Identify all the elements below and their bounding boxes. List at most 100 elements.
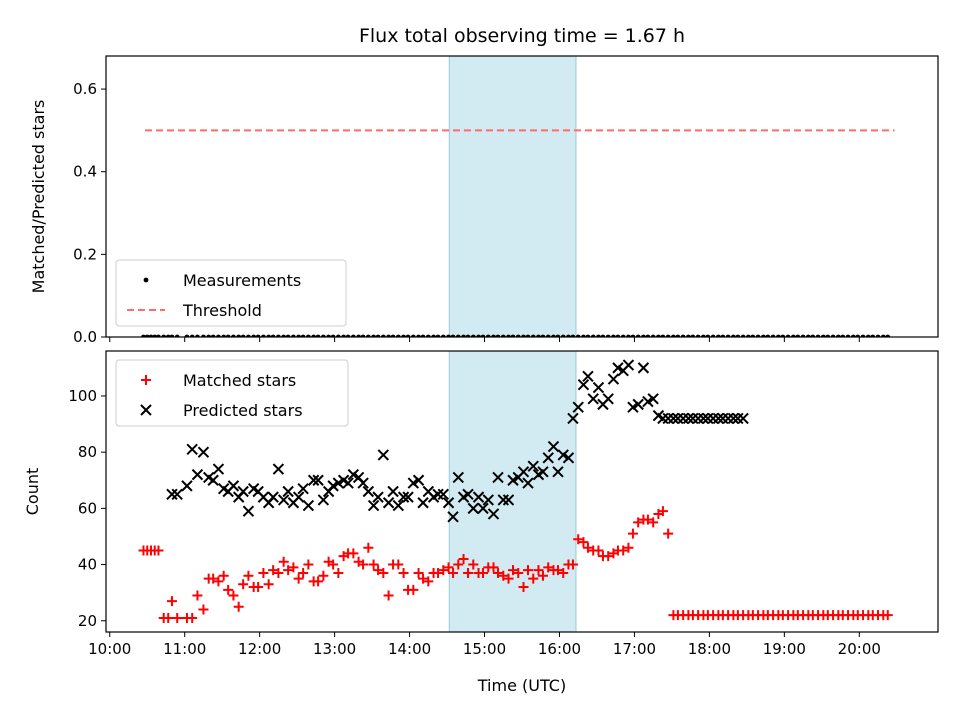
predicted-stars-point: [632, 398, 644, 411]
chart-title: Flux total observing time = 1.67 h: [359, 25, 685, 47]
matched-stars-point: [383, 590, 394, 601]
predicted-stars-point: [712, 412, 725, 425]
matched-stars-point: [537, 570, 548, 581]
y-tick-label: 0.2: [73, 245, 97, 263]
predicted-stars-point: [707, 412, 719, 425]
y-tick-label: 80: [78, 443, 97, 461]
matched-stars-point: [283, 565, 294, 576]
predicted-stars-point: [282, 485, 294, 498]
predicted-stars-point: [277, 494, 290, 506]
matched-stars-point: [618, 545, 629, 556]
predicted-stars-point: [242, 505, 255, 517]
matched-stars-point: [373, 565, 384, 576]
matched-stars-point: [458, 553, 469, 564]
matched-stars-point: [468, 559, 479, 570]
predicted-stars-point: [437, 488, 450, 501]
predicted-stars-point: [492, 471, 504, 484]
legend-predicted-stars-label: Predicted stars: [183, 401, 303, 420]
predicted-stars-point: [197, 446, 210, 458]
matched-stars-point: [593, 545, 604, 556]
predicted-stars-point: [382, 497, 395, 509]
predicted-stars-point: [677, 412, 689, 425]
predicted-stars-point: [412, 474, 425, 486]
bottom-panel: 10:00 11:00 12:00 13:00 14:00 15:00 16:00 17:00…: [23, 350, 939, 658]
predicted-stars-point: [402, 491, 414, 503]
legend-box: [115, 359, 349, 427]
predicted-stars-point: [517, 466, 530, 478]
top-panel: 0.0 0.2 0.4 0.6 Matched/Predicted stars Measu…: [29, 55, 939, 346]
x-tick-label: 15:00: [463, 640, 506, 658]
predicted-stars-point: [697, 412, 710, 425]
x-tick-label: 14:00: [388, 640, 431, 658]
axes-frame: [105, 55, 939, 338]
matched-stars-point: [528, 573, 539, 584]
matched-stars-point: [567, 559, 578, 570]
predicted-stars-point: [267, 491, 279, 503]
matched-stars-point: [453, 559, 464, 570]
matched-stars-point: [398, 567, 409, 578]
matched-stars-point: [518, 582, 529, 593]
matched-stars-point: [278, 556, 289, 567]
predicted-stars-point: [392, 499, 405, 512]
predicted-stars-point: [367, 499, 380, 512]
matched-stars-point: [192, 590, 203, 601]
predicted-stars-point: [732, 412, 744, 425]
matched-stars-point: [508, 565, 519, 576]
predicted-stars-point: [302, 499, 315, 512]
matched-stars-point: [433, 567, 444, 578]
matched-stars-point: [648, 517, 659, 528]
matched-stars-point: [623, 542, 634, 553]
observing-window-shade: [448, 55, 577, 338]
predicted-stars-point: [207, 474, 219, 486]
y-tick-label: 0.4: [73, 163, 97, 181]
y-tick-label: 20: [78, 612, 97, 630]
predicted-stars-point: [592, 381, 605, 394]
matched-stars-point: [393, 559, 404, 570]
x-tick-label: 11:00: [163, 640, 206, 658]
matched-stars-point: [503, 573, 514, 584]
y-axis-label: Matched/Predicted stars: [29, 100, 48, 294]
legend: Matched stars Predicted stars: [115, 359, 349, 427]
matched-stars-point: [498, 570, 509, 581]
predicted-stars-point: [487, 508, 500, 520]
predicted-stars-point: [417, 497, 429, 509]
predicted-stars-point: [342, 477, 354, 489]
matched-stars-point: [627, 528, 638, 539]
matched-stars-point: [333, 567, 344, 578]
predicted-stars-point: [312, 474, 324, 486]
matched-stars-point: [578, 537, 589, 548]
predicted-stars-point: [397, 491, 410, 503]
matched-stars-point: [363, 542, 374, 553]
predicted-stars-point: [672, 412, 684, 425]
matched-stars-point: [493, 567, 504, 578]
x-tick-label: 16:00: [538, 640, 581, 658]
predicted-stars-point: [577, 379, 590, 391]
legend: Measurements Threshold: [115, 259, 347, 327]
predicted-stars-point: [317, 494, 330, 506]
legend-measurements-swatch: [143, 277, 149, 283]
predicted-stars-point: [432, 488, 444, 501]
predicted-stars-point: [227, 480, 240, 492]
matched-stars-point: [313, 576, 324, 587]
predicted-stars-point: [692, 412, 704, 425]
predicted-stars-point: [737, 412, 749, 425]
matched-stars-point: [233, 601, 244, 612]
matched-stars-point: [198, 604, 209, 615]
predicted-stars-point: [472, 491, 485, 503]
matched-stars-point: [478, 567, 489, 578]
matched-stars-point: [533, 565, 544, 576]
matched-stars-point: [213, 576, 224, 587]
y-axis-label: Count: [23, 468, 42, 516]
predicted-stars-point: [467, 502, 479, 515]
matched-stars-point: [582, 542, 593, 553]
predicted-stars-point: [181, 480, 193, 492]
matched-stars-point: [633, 517, 644, 528]
matched-stars-point: [163, 612, 174, 623]
predicted-stars-point: [502, 494, 515, 506]
matched-stars-point: [418, 573, 429, 584]
matched-stars-point: [657, 506, 668, 517]
matched-stars-point: [208, 573, 219, 584]
y-tick-label: 0.0: [73, 328, 97, 346]
predicted-stars-point: [647, 393, 659, 405]
matched-stars-point: [153, 545, 164, 556]
